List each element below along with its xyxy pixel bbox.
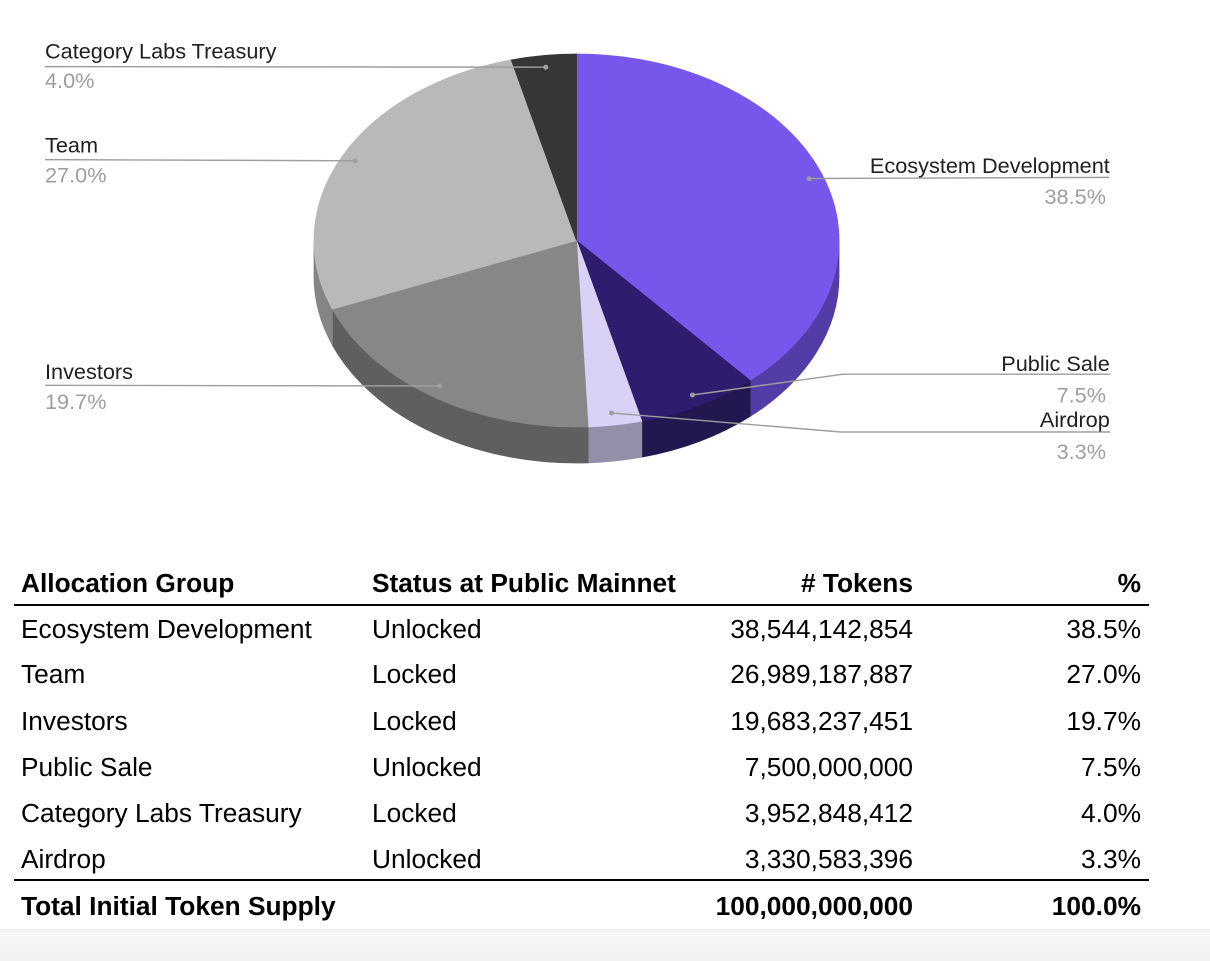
svg-text:7.5%: 7.5% [1057,382,1106,407]
svg-text:Category Labs Treasury: Category Labs Treasury [45,38,277,63]
svg-text:Investors: Investors [45,359,133,384]
svg-text:Team: Team [45,133,98,158]
svg-text:3.3%: 3.3% [1057,439,1106,464]
svg-text:Ecosystem Development: Ecosystem Development [870,153,1110,178]
svg-text:Public Sale: Public Sale [1001,351,1110,376]
svg-text:27.0%: 27.0% [45,162,107,187]
svg-text:38.5%: 38.5% [1045,184,1107,209]
svg-text:4.0%: 4.0% [45,68,94,93]
svg-text:19.7%: 19.7% [45,389,107,414]
svg-text:Airdrop: Airdrop [1040,407,1110,432]
